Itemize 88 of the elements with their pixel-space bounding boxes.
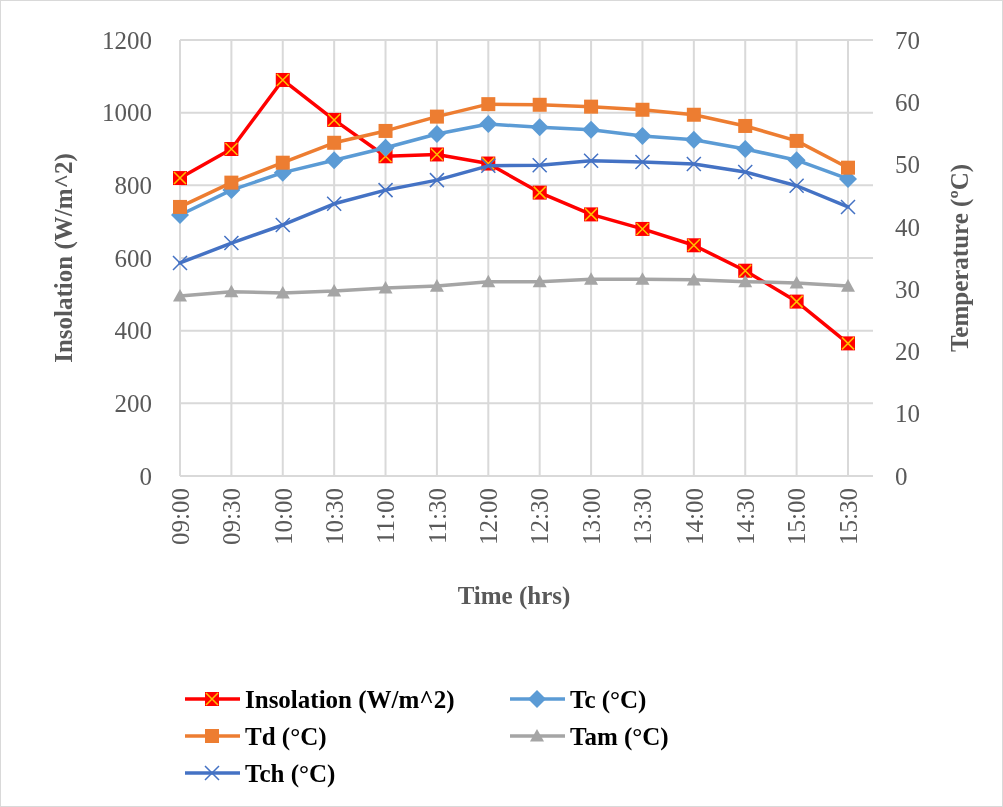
point [789,275,804,289]
point [841,279,855,292]
x-tick-label: 11:00 [372,488,400,545]
x-tick-label: 11:30 [423,488,451,545]
point [429,109,444,124]
point [325,151,344,170]
y2-tick-label: 0 [895,462,908,490]
x-tick-label: 10:30 [320,488,348,545]
point [173,288,187,302]
point [172,255,188,271]
point [223,235,240,251]
y2-axis-title: Temperature (ºC) [946,163,974,353]
point [634,154,651,170]
point [635,102,650,117]
point [532,97,547,112]
legend-label: Tch (°C) [245,759,336,788]
point [481,274,496,288]
y-tick-label: 800 [114,172,152,200]
point [738,118,753,133]
legend-label: Tc (°C) [570,685,647,714]
x-tick-label: 12:30 [526,488,554,545]
x-tick-label: 15:30 [834,488,862,545]
y-tick-label: 400 [114,317,152,345]
point [633,126,652,145]
point [327,135,342,150]
y2-tick-label: 20 [895,338,920,366]
point [377,182,394,198]
x-tick-label: 14:00 [680,488,708,545]
point [686,107,701,122]
point [275,217,291,233]
point [840,199,856,215]
y-axis-title: Insolation (W/m^2) [50,153,78,363]
point [376,138,395,157]
point [737,164,753,180]
point [532,274,547,288]
y-tick-label: 200 [114,390,152,418]
y2-tick-label: 30 [895,275,920,303]
point [582,120,601,139]
point [224,175,239,190]
x-tick-label: 13:00 [577,488,605,545]
y2-tick-label: 60 [895,89,920,117]
y-tick-label: 1000 [102,99,152,127]
y2-tick-label: 10 [895,400,920,428]
point [736,140,755,158]
x-axis-title: Time (hrs) [457,582,571,610]
point [326,196,342,212]
point [173,199,187,214]
legend-label: Insolation (W/m^2) [245,685,455,714]
x-tick-label: 13:30 [629,488,657,545]
point [275,285,290,299]
point [788,178,805,194]
point [789,133,804,148]
x-tick-label: 12:00 [475,488,503,545]
y-tick-label: 0 [139,462,152,490]
point [224,284,239,298]
point [429,279,444,292]
legend-label: Td (°C) [245,722,327,751]
x-tick-label: 14:30 [731,488,759,545]
point [686,272,701,286]
point [530,118,549,137]
point [327,284,342,297]
y2-tick-label: 40 [895,213,920,241]
point [378,280,393,294]
y2-tick-label: 50 [895,151,920,179]
point [429,172,445,188]
point [583,153,599,169]
x-tick-label: 09:00 [166,488,194,545]
point [841,160,855,175]
y-tick-label: 1200 [102,26,152,54]
point [479,115,498,134]
point [531,157,548,173]
y2-tick-label: 70 [895,26,920,54]
point [738,274,753,288]
point [635,272,650,285]
point [378,123,393,138]
point [686,156,702,172]
point [427,125,446,144]
y-tick-label: 600 [114,244,152,272]
point [684,130,703,149]
x-tick-label: 09:30 [218,488,246,545]
point [275,155,290,170]
legend-label: Tam (°C) [570,722,669,751]
point [584,99,599,114]
x-tick-label: 10:00 [269,488,297,545]
x-tick-label: 15:00 [783,488,811,545]
point [481,97,496,112]
point [584,272,599,285]
point [787,151,806,170]
